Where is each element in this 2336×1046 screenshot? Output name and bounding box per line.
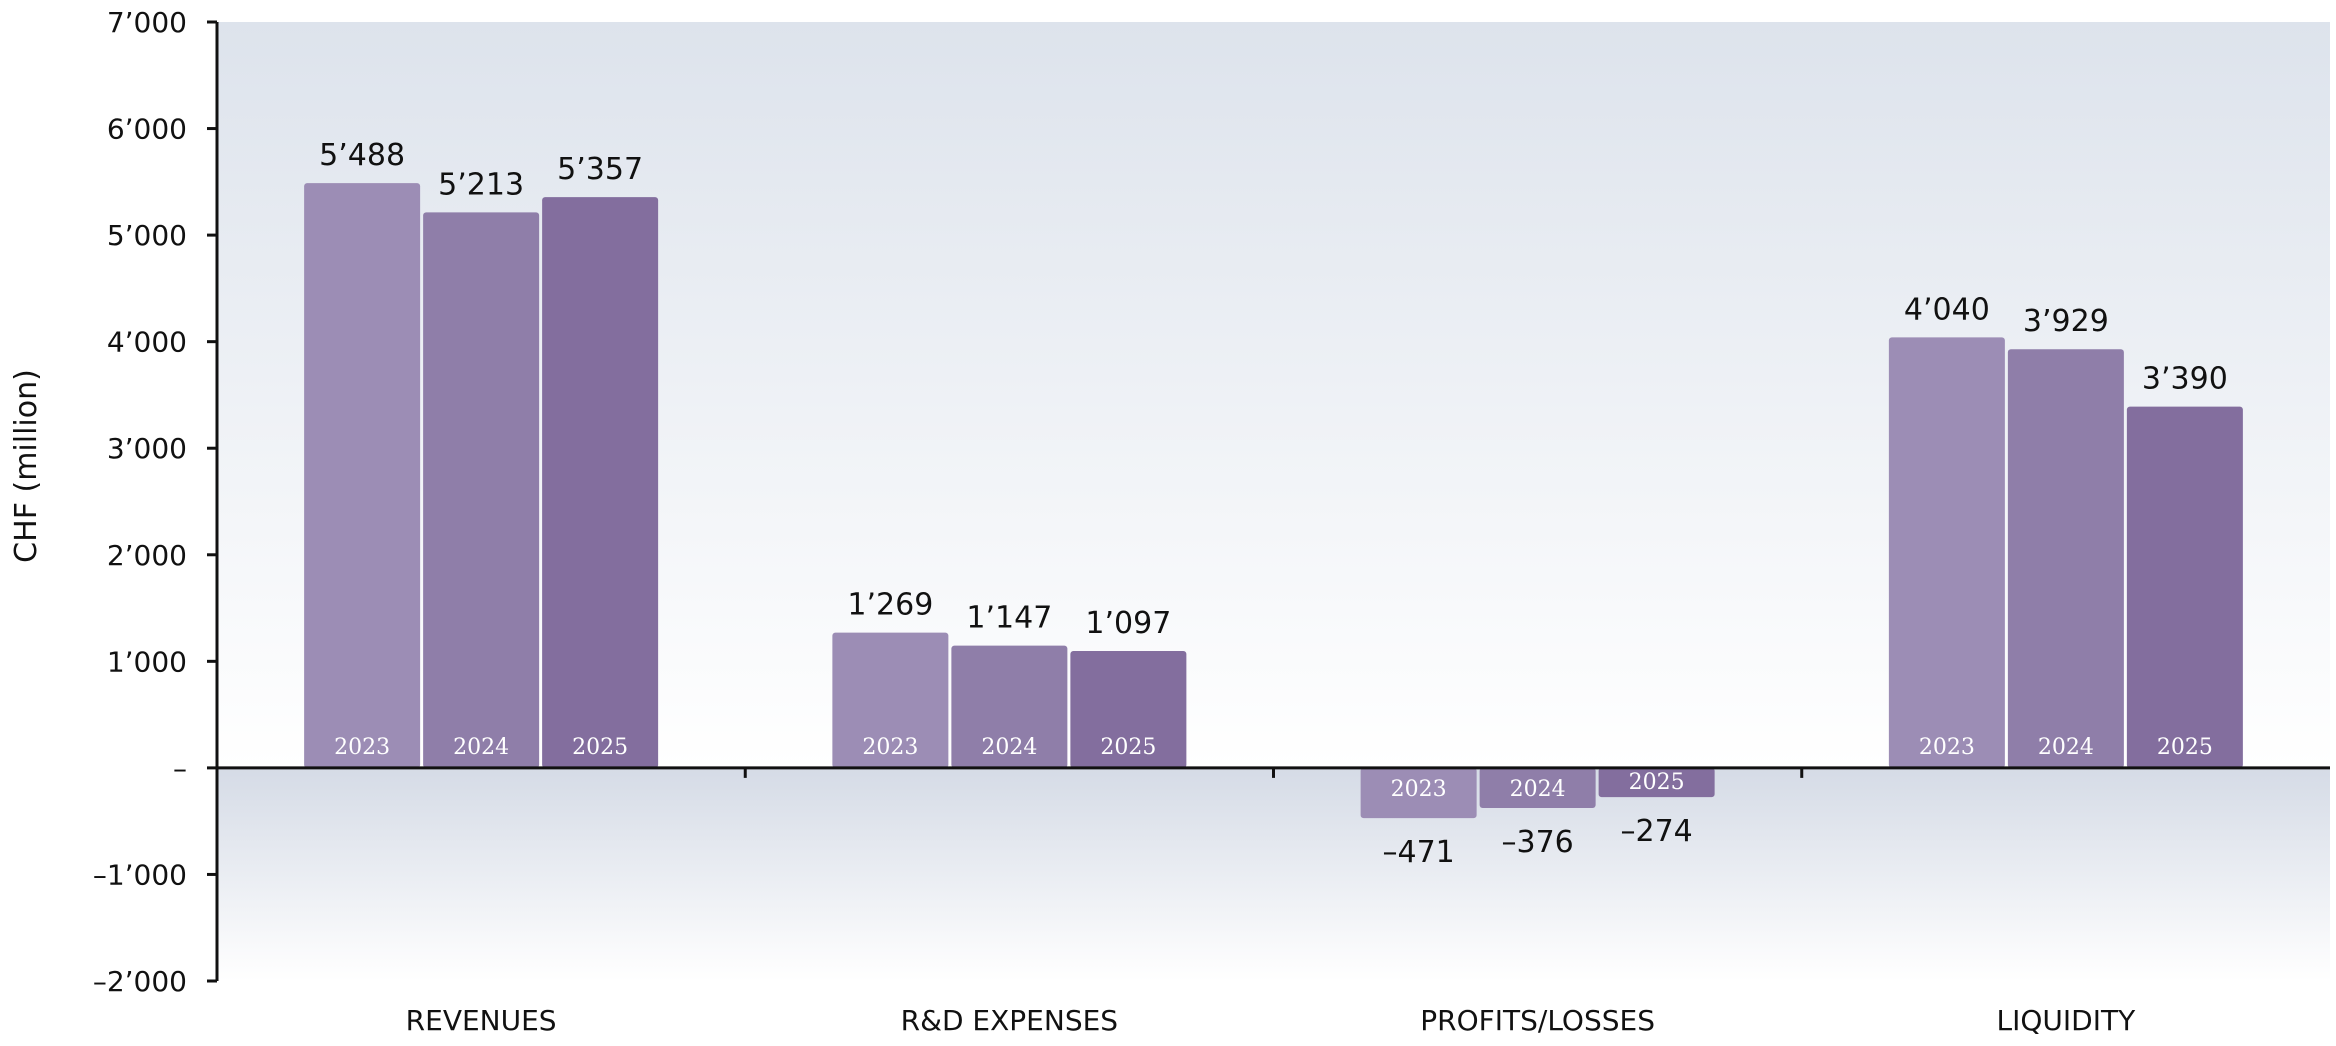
y-tick-label: 1’000 <box>107 645 187 678</box>
y-tick-label: 2’000 <box>107 539 187 572</box>
bar-2025 <box>2126 406 2243 768</box>
bar-year-label: 2023 <box>1919 735 1975 760</box>
bar-2024 <box>951 645 1068 768</box>
bar-value-label: –376 <box>1501 825 1573 860</box>
bar-year-label: 2025 <box>572 735 628 760</box>
bar-2023 <box>1360 767 1477 819</box>
bar-value-label: 1’097 <box>1085 606 1171 641</box>
category-label: REVENUES <box>406 1004 557 1037</box>
bar-2025 <box>542 197 659 768</box>
bar-year-label: 2025 <box>2157 735 2213 760</box>
bar-year-label: 2025 <box>1100 735 1156 760</box>
category-label: LIQUIDITY <box>1997 1004 2137 1037</box>
bar-2024 <box>2007 349 2124 768</box>
bar-value-label: 5’488 <box>319 138 405 173</box>
bar-2025 <box>1598 767 1715 798</box>
bar-year-label: 2024 <box>453 735 509 760</box>
y-tick-label: 4’000 <box>107 326 187 359</box>
bar-value-label: 4’040 <box>1904 292 1990 327</box>
bar-year-label: 2023 <box>1391 777 1447 802</box>
bar-year-label: 2024 <box>981 735 1037 760</box>
bar-year-label: 2023 <box>334 735 390 760</box>
plot-background-negative <box>217 767 2330 981</box>
y-tick-label: 7’000 <box>107 6 187 39</box>
bar-value-label: 1’269 <box>847 588 933 623</box>
bar-year-label: 2024 <box>1510 777 1566 802</box>
bar-value-label: –471 <box>1382 835 1454 870</box>
axes-group <box>207 20 2330 983</box>
category-label: PROFITS/LOSSES <box>1420 1004 1655 1037</box>
bar-year-label: 2024 <box>2038 735 2094 760</box>
y-tick-label: –1’000 <box>93 858 187 891</box>
y-tick-label: 6’000 <box>107 113 187 146</box>
y-axis-title: CHF (million) <box>9 369 44 563</box>
bar-2023 <box>1888 337 2005 768</box>
bar-year-label: 2023 <box>862 735 918 760</box>
category-label: R&D EXPENSES <box>901 1004 1118 1037</box>
bar-value-label: 5’357 <box>557 152 643 187</box>
labels-group: 7’000 6’000 5’000 4’000 3’000 2’000 1’000 – –1’0… <box>93 6 2228 1037</box>
bar-value-label: –274 <box>1620 814 1692 849</box>
bar-value-label: 3’390 <box>2142 362 2228 397</box>
bar-2023 <box>304 183 421 768</box>
bar-2025 <box>1070 650 1187 768</box>
y-tick-label: 5’000 <box>107 219 187 252</box>
bar-2024 <box>423 212 540 768</box>
y-tick-label: – <box>173 752 187 785</box>
y-tick-label: 3’000 <box>107 432 187 465</box>
bar-value-label: 1’147 <box>966 601 1052 636</box>
bar-2023 <box>832 632 949 768</box>
y-tick-label: –2’000 <box>93 965 187 998</box>
bar-year-label: 2025 <box>1629 770 1685 795</box>
bar-value-label: 3’929 <box>2023 304 2109 339</box>
bar-2024 <box>1479 767 1596 808</box>
bars-group <box>304 183 2243 819</box>
bar-value-label: 5’213 <box>438 167 524 202</box>
